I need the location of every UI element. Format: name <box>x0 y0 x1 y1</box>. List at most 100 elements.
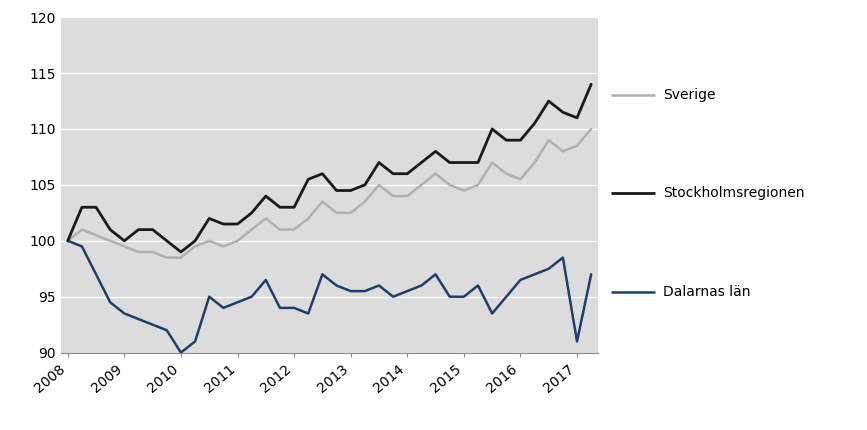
Dalarnas län <box>345 289 355 294</box>
Sverige <box>289 227 299 232</box>
Sverige <box>388 194 398 199</box>
Stockholmsregionen <box>586 82 596 87</box>
Sverige <box>374 182 384 187</box>
Sverige <box>331 210 342 215</box>
Dalarnas län <box>557 255 568 260</box>
Sverige <box>204 238 214 243</box>
Dalarnas län <box>289 305 299 310</box>
Dalarnas län <box>572 339 583 344</box>
Stockholmsregionen <box>487 126 498 132</box>
Dalarnas län <box>261 277 271 283</box>
Line: Stockholmsregionen: Stockholmsregionen <box>68 84 591 252</box>
Stockholmsregionen <box>388 171 398 176</box>
Stockholmsregionen <box>190 238 200 243</box>
Stockholmsregionen <box>246 210 257 215</box>
Stockholmsregionen <box>232 221 243 227</box>
Dalarnas län <box>275 305 285 310</box>
Sverige <box>501 171 512 176</box>
Sverige <box>586 126 596 132</box>
Stockholmsregionen <box>317 171 328 176</box>
Sverige <box>303 216 314 221</box>
Sverige <box>402 194 413 199</box>
Dalarnas län <box>374 283 384 288</box>
Sverige <box>218 244 229 249</box>
Stockholmsregionen <box>331 188 342 193</box>
Dalarnas län <box>388 294 398 299</box>
Sverige <box>530 160 540 165</box>
Stockholmsregionen <box>459 160 469 165</box>
Dalarnas län <box>416 283 427 288</box>
Sverige <box>275 227 285 232</box>
Dalarnas län <box>147 322 158 327</box>
Stockholmsregionen <box>445 160 455 165</box>
Dalarnas län <box>204 294 214 299</box>
Dalarnas län <box>246 294 257 299</box>
Dalarnas län <box>586 272 596 277</box>
Sverige <box>557 149 568 154</box>
Dalarnas län <box>501 294 512 299</box>
Stockholmsregionen <box>303 177 314 182</box>
Stockholmsregionen <box>62 238 73 243</box>
Sverige <box>360 199 370 204</box>
Stockholmsregionen <box>544 98 554 104</box>
Text: Sverige: Sverige <box>663 88 716 101</box>
Dalarnas län <box>430 272 440 277</box>
Stockholmsregionen <box>557 110 568 115</box>
Stockholmsregionen <box>416 160 427 165</box>
Dalarnas län <box>487 311 498 316</box>
Sverige <box>161 255 172 260</box>
Sverige <box>459 188 469 193</box>
Dalarnas län <box>544 266 554 271</box>
Sverige <box>147 249 158 255</box>
Sverige <box>190 244 200 249</box>
Stockholmsregionen <box>161 238 172 243</box>
Sverige <box>317 199 328 204</box>
Stockholmsregionen <box>261 194 271 199</box>
Dalarnas län <box>317 272 328 277</box>
Dalarnas län <box>402 289 413 294</box>
Dalarnas län <box>134 316 144 322</box>
Dalarnas län <box>360 289 370 294</box>
Stockholmsregionen <box>119 238 129 243</box>
Stockholmsregionen <box>515 138 525 143</box>
Dalarnas län <box>176 350 186 355</box>
Stockholmsregionen <box>176 249 186 255</box>
Stockholmsregionen <box>430 149 440 154</box>
Text: Dalarnas län: Dalarnas län <box>663 286 751 299</box>
Dalarnas län <box>331 283 342 288</box>
Sverige <box>487 160 498 165</box>
Sverige <box>445 182 455 187</box>
Sverige <box>430 171 440 176</box>
Stockholmsregionen <box>402 171 413 176</box>
Stockholmsregionen <box>473 160 483 165</box>
Sverige <box>62 238 73 243</box>
Dalarnas län <box>105 300 115 305</box>
Dalarnas län <box>473 283 483 288</box>
Dalarnas län <box>303 311 314 316</box>
Stockholmsregionen <box>204 216 214 221</box>
Stockholmsregionen <box>360 182 370 187</box>
Dalarnas län <box>232 300 243 305</box>
Stockholmsregionen <box>572 115 583 120</box>
Sverige <box>232 238 243 243</box>
Line: Sverige: Sverige <box>68 129 591 258</box>
Stockholmsregionen <box>91 205 101 210</box>
Stockholmsregionen <box>134 227 144 232</box>
Sverige <box>76 227 87 232</box>
Stockholmsregionen <box>105 227 115 232</box>
Sverige <box>176 255 186 260</box>
Sverige <box>515 177 525 182</box>
Line: Dalarnas län: Dalarnas län <box>68 241 591 353</box>
Sverige <box>416 182 427 187</box>
Sverige <box>246 227 257 232</box>
Sverige <box>572 143 583 148</box>
Dalarnas län <box>459 294 469 299</box>
Text: Stockholmsregionen: Stockholmsregionen <box>663 187 805 200</box>
Stockholmsregionen <box>147 227 158 232</box>
Stockholmsregionen <box>501 138 512 143</box>
Dalarnas län <box>515 277 525 283</box>
Sverige <box>119 244 129 249</box>
Dalarnas län <box>530 272 540 277</box>
Stockholmsregionen <box>345 188 355 193</box>
Sverige <box>345 210 355 215</box>
